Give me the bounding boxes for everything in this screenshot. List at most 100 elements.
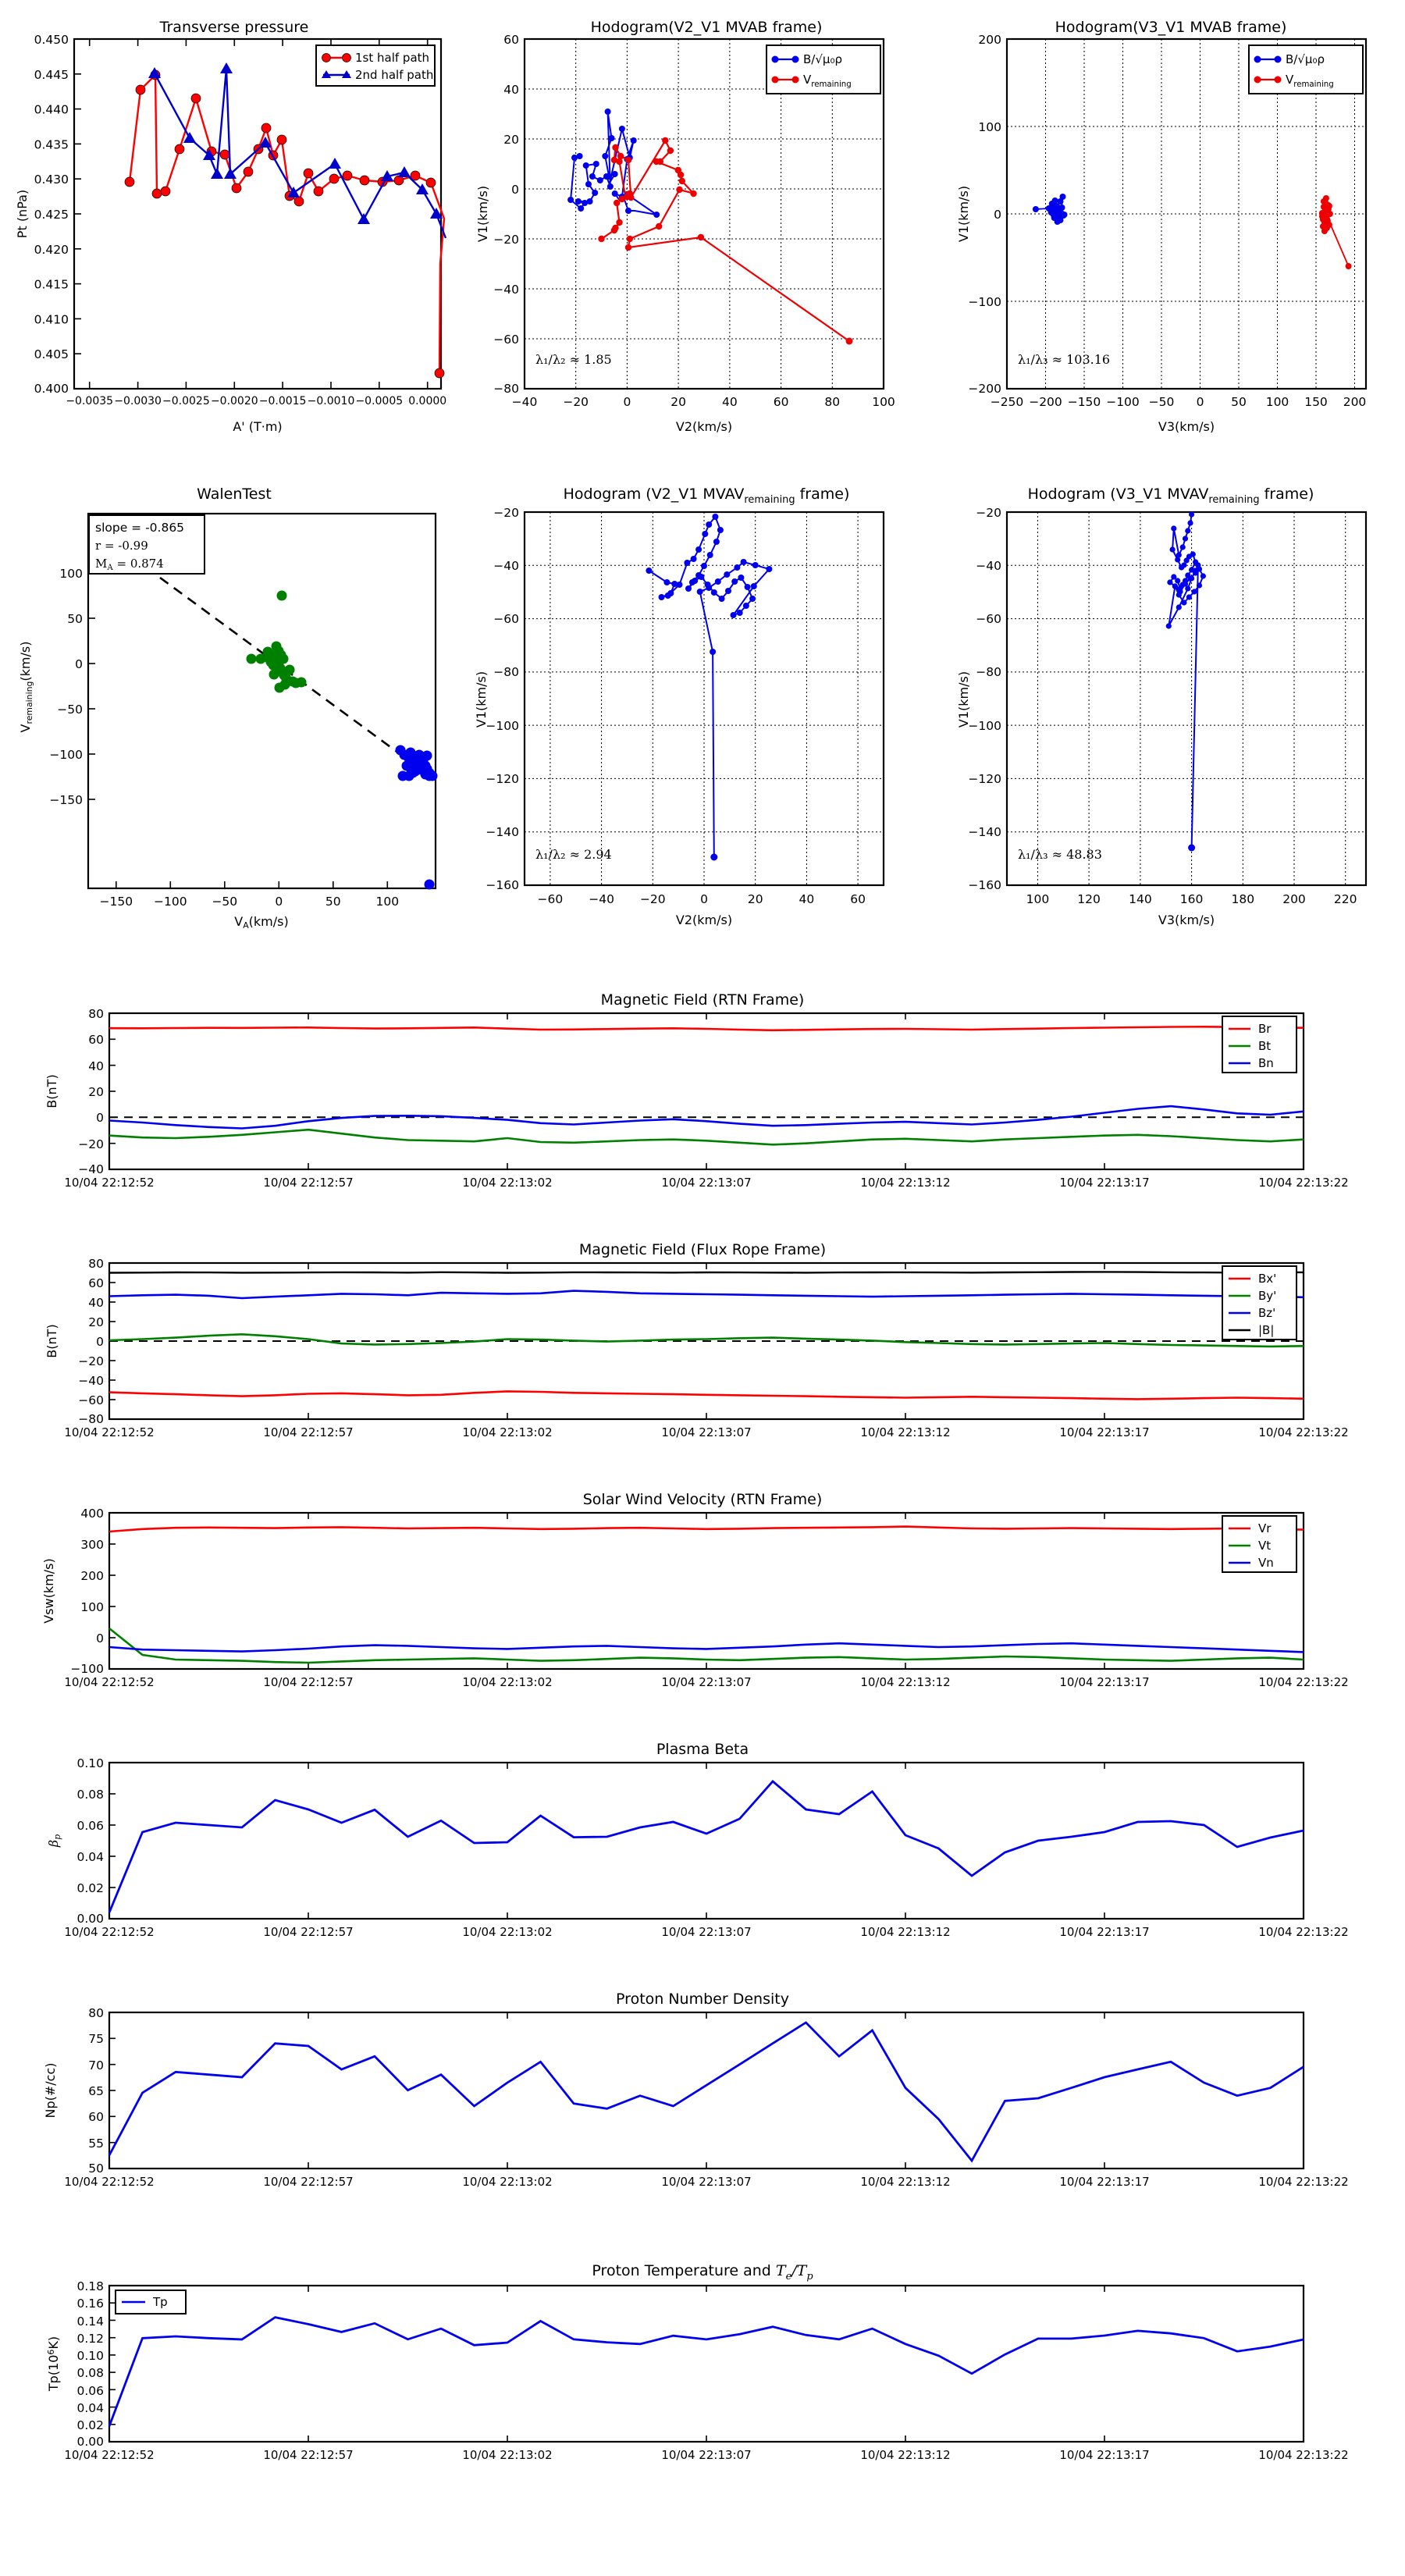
svg-text:120: 120 [1077,892,1101,906]
svg-text:0: 0 [75,657,83,671]
svg-text:100: 100 [59,567,83,581]
svg-text:−60: −60 [538,892,564,906]
svg-text:10/04 22:13:02: 10/04 22:13:02 [462,1176,552,1190]
panel-title: Proton Temperature and Te/Tp [592,2262,813,2282]
svg-text:10/04 22:12:52: 10/04 22:12:52 [64,1675,154,1689]
y-ticks [109,1793,116,1888]
svg-text:80: 80 [88,2006,104,2020]
axes-frame [108,2284,1305,2443]
svg-text:60: 60 [88,2110,104,2124]
svg-text:100: 100 [978,120,1001,134]
series-vremaining-markers [1318,195,1352,269]
panel-title: Plasma Beta [656,1741,749,1758]
x-axis-label: V2(km/s) [676,913,732,927]
y-axis-label: Vremaining(km/s) [18,642,34,733]
svg-text:10/04 22:13:12: 10/04 22:13:12 [860,2448,950,2462]
panel-title: WalenTest [197,486,272,503]
svg-text:−120: −120 [486,772,519,786]
panel-title: Transverse pressure [159,19,309,36]
y-tick-labels: −20 −40 −60 −80 −100 −120 −140 −160 [486,506,519,892]
svg-text:−50: −50 [1149,395,1175,409]
legend-label-bmag: |B| [1258,1323,1274,1337]
series-b-alfven-markers [1032,194,1068,225]
axes-frame [108,1012,1305,1171]
legend-label-bzp: Bz' [1258,1306,1275,1320]
svg-text:−200: −200 [968,382,1001,396]
svg-text:0.14: 0.14 [76,2314,104,2329]
x-ticks [116,881,389,888]
svg-text:−40: −40 [589,892,614,906]
axes-frame [108,1761,1305,1920]
series-vr [108,1525,1304,1533]
svg-text:0.445: 0.445 [34,68,69,82]
svg-text:0: 0 [96,1631,104,1646]
svg-text:65: 65 [88,2084,104,2098]
svg-text:50: 50 [325,895,341,909]
svg-text:10/04 22:12:52: 10/04 22:12:52 [64,1176,154,1190]
svg-text:40: 40 [88,1296,104,1310]
svg-text:10/04 22:12:57: 10/04 22:12:57 [263,2175,353,2189]
svg-text:10/04 22:13:22: 10/04 22:13:22 [1258,1925,1348,1939]
axes-frame [1005,511,1368,887]
svg-text:0: 0 [1197,395,1204,409]
y-ticks [74,38,81,390]
plasma-beta-svg: 0.10 0.08 0.06 0.04 0.02 0.00 10/04 22:12:52… [46,1756,1349,1939]
y-tick-labels: 200 100 0 −100 −200 [968,33,1001,396]
series-br [108,1025,1304,1032]
svg-text:140: 140 [1129,892,1152,906]
svg-text:10/04 22:13:17: 10/04 22:13:17 [1059,1425,1149,1439]
x-ticks [308,1513,1105,1669]
panel-title: Magnetic Field (RTN Frame) [600,991,805,1009]
svg-text:−140: −140 [968,825,1001,839]
svg-text:220: 220 [1334,892,1357,906]
svg-text:160: 160 [1180,892,1204,906]
svg-text:10/04 22:13:22: 10/04 22:13:22 [1258,1425,1348,1439]
svg-text:0.00: 0.00 [76,2435,104,2449]
series-byp [108,1332,1304,1348]
svg-text:10/04 22:13:07: 10/04 22:13:07 [661,2448,751,2462]
svg-text:0.415: 0.415 [34,278,69,292]
svg-text:−100: −100 [486,719,519,733]
svg-text:−160: −160 [486,878,519,892]
legend-label-bn: Bn [1258,1056,1274,1070]
series-hodogram-markers [1165,511,1206,852]
svg-text:20: 20 [88,1085,104,1099]
svg-text:10/04 22:12:52: 10/04 22:12:52 [64,1925,154,1939]
svg-text:−0.0030: −0.0030 [114,395,162,407]
svg-text:−150: −150 [100,895,133,909]
svg-text:10/04 22:12:57: 10/04 22:12:57 [263,1925,353,1939]
svg-text:0: 0 [994,208,1001,222]
panel-hodogram-v3v1-mvav: Hodogram (V3_V1 MVAVremaining frame) −20… [944,468,1405,929]
svg-text:−160: −160 [968,878,1001,892]
y-ticks [109,1543,116,1638]
legend: Bx' By' Bz' |B| [1222,1265,1297,1340]
svg-text:0.08: 0.08 [76,1788,104,1802]
y-tick-labels: 0.18 0.16 0.14 0.12 0.10 0.08 0.06 0.04 0.02 0… [76,2279,104,2449]
series-b-alfven-markers [567,109,660,218]
svg-text:−120: −120 [968,772,1001,786]
hodogram-v2v1-mvab-svg: 60 40 20 0 −20 −40 −60 −80 −40 −20 0 20 40 60 80 1… [475,33,895,434]
x-tick-labels: 100 120 140 160 180 200 220 [1026,892,1357,906]
svg-text:0.00: 0.00 [76,1912,104,1926]
svg-text:10/04 22:12:57: 10/04 22:12:57 [263,2448,353,2462]
svg-text:180: 180 [1232,892,1255,906]
x-ticks [88,39,429,389]
legend-label-bxp: Bx' [1258,1272,1276,1286]
svg-text:−250: −250 [991,395,1024,409]
hodogram-v3v1-mvav-svg: −20 −40 −60 −80 −100 −120 −140 −160 100 120 140… [956,506,1368,927]
panel-magnetic-field-fluxrope: Magnetic Field (Flux Rope Frame) 80 60 40 … [0,1241,1405,1491]
svg-text:10/04 22:13:12: 10/04 22:13:12 [860,1925,950,1939]
svg-text:0.435: 0.435 [34,137,69,151]
svg-text:−40: −40 [512,395,538,409]
svg-text:10/04 22:13:07: 10/04 22:13:07 [661,1425,751,1439]
svg-text:200: 200 [1343,395,1367,409]
series-vremaining-markers [598,137,853,345]
svg-text:0.10: 0.10 [76,2349,104,2363]
legend-label-first-half: 1st half path [355,51,429,65]
axes-frame [73,37,443,390]
legend-label-vr: Vr [1258,1521,1272,1535]
svg-text:10/04 22:13:07: 10/04 22:13:07 [661,2175,751,2189]
svg-text:10/04 22:12:57: 10/04 22:12:57 [263,1425,353,1439]
